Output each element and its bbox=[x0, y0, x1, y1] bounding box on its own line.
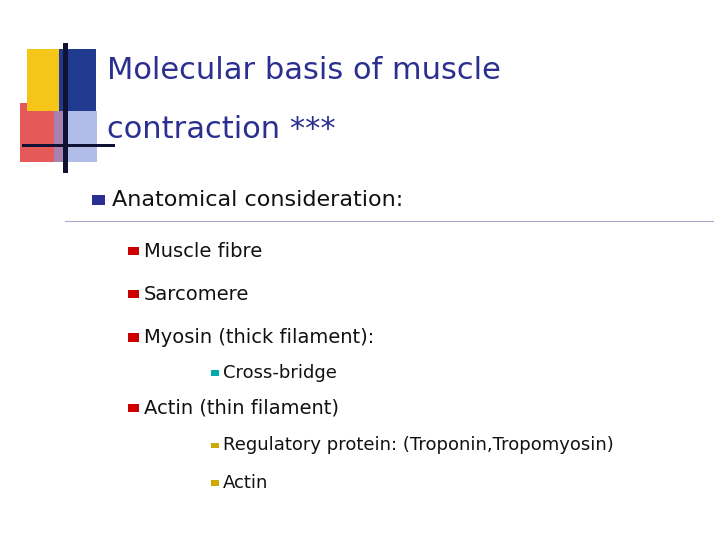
FancyBboxPatch shape bbox=[22, 144, 115, 147]
Text: Molecular basis of muscle: Molecular basis of muscle bbox=[107, 56, 500, 85]
Text: Cross-bridge: Cross-bridge bbox=[223, 363, 337, 382]
Text: contraction ***: contraction *** bbox=[107, 115, 336, 144]
FancyBboxPatch shape bbox=[54, 111, 97, 162]
FancyBboxPatch shape bbox=[212, 369, 220, 376]
Text: Sarcomere: Sarcomere bbox=[144, 285, 249, 304]
FancyBboxPatch shape bbox=[212, 481, 220, 486]
FancyBboxPatch shape bbox=[92, 195, 105, 205]
FancyBboxPatch shape bbox=[27, 49, 65, 111]
FancyBboxPatch shape bbox=[59, 49, 96, 111]
Text: Regulatory protein: (Troponin,Tropomyosin): Regulatory protein: (Troponin,Tropomyosi… bbox=[223, 436, 614, 455]
Text: Myosin (thick filament):: Myosin (thick filament): bbox=[144, 328, 374, 347]
FancyBboxPatch shape bbox=[128, 247, 138, 255]
Text: Actin (thin filament): Actin (thin filament) bbox=[144, 398, 339, 417]
FancyBboxPatch shape bbox=[20, 103, 67, 162]
FancyBboxPatch shape bbox=[212, 443, 220, 448]
Text: Muscle fibre: Muscle fibre bbox=[144, 241, 262, 261]
Text: Anatomical consideration:: Anatomical consideration: bbox=[112, 190, 403, 210]
FancyBboxPatch shape bbox=[128, 291, 138, 298]
FancyBboxPatch shape bbox=[63, 43, 68, 173]
FancyBboxPatch shape bbox=[128, 404, 138, 411]
FancyBboxPatch shape bbox=[128, 333, 138, 342]
Text: Actin: Actin bbox=[223, 474, 269, 492]
